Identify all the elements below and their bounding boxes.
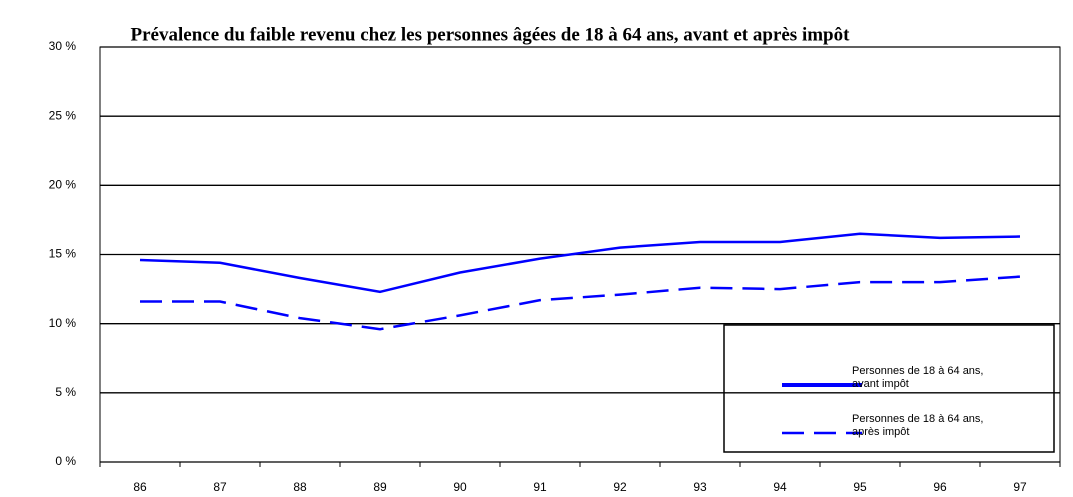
x-tick-label: 88	[293, 480, 307, 494]
x-tick-label: 97	[1013, 480, 1027, 494]
series-line	[139, 232, 1021, 294]
y-tick-label: 20 %	[49, 178, 77, 192]
x-tick-label: 94	[773, 480, 787, 494]
x-tick-label: 86	[133, 480, 147, 494]
y-tick-label: 30 %	[49, 39, 77, 53]
y-tick-label: 10 %	[49, 316, 77, 330]
x-tick-label: 95	[853, 480, 867, 494]
series-line	[140, 275, 1021, 331]
x-tick-label: 91	[533, 480, 547, 494]
x-tick-label: 96	[933, 480, 947, 494]
x-tick-label: 92	[613, 480, 627, 494]
x-tick-label: 89	[373, 480, 387, 494]
legend-box	[723, 324, 1055, 453]
chart-title: Prévalence du faible revenu chez les per…	[131, 24, 851, 45]
x-tick-label: 90	[453, 480, 467, 494]
legend-label: Personnes de 18 à 64 ans, après impôt	[852, 413, 984, 438]
y-tick-label: 15 %	[49, 247, 77, 261]
x-tick-label: 87	[213, 480, 227, 494]
y-tick-label: 5 %	[55, 385, 76, 399]
y-tick-label: 0 %	[55, 454, 76, 468]
y-tick-label: 25 %	[49, 108, 77, 122]
x-tick-label: 93	[693, 480, 707, 494]
legend-label: Personnes de 18 à 64 ans, avant impôt	[852, 365, 984, 390]
